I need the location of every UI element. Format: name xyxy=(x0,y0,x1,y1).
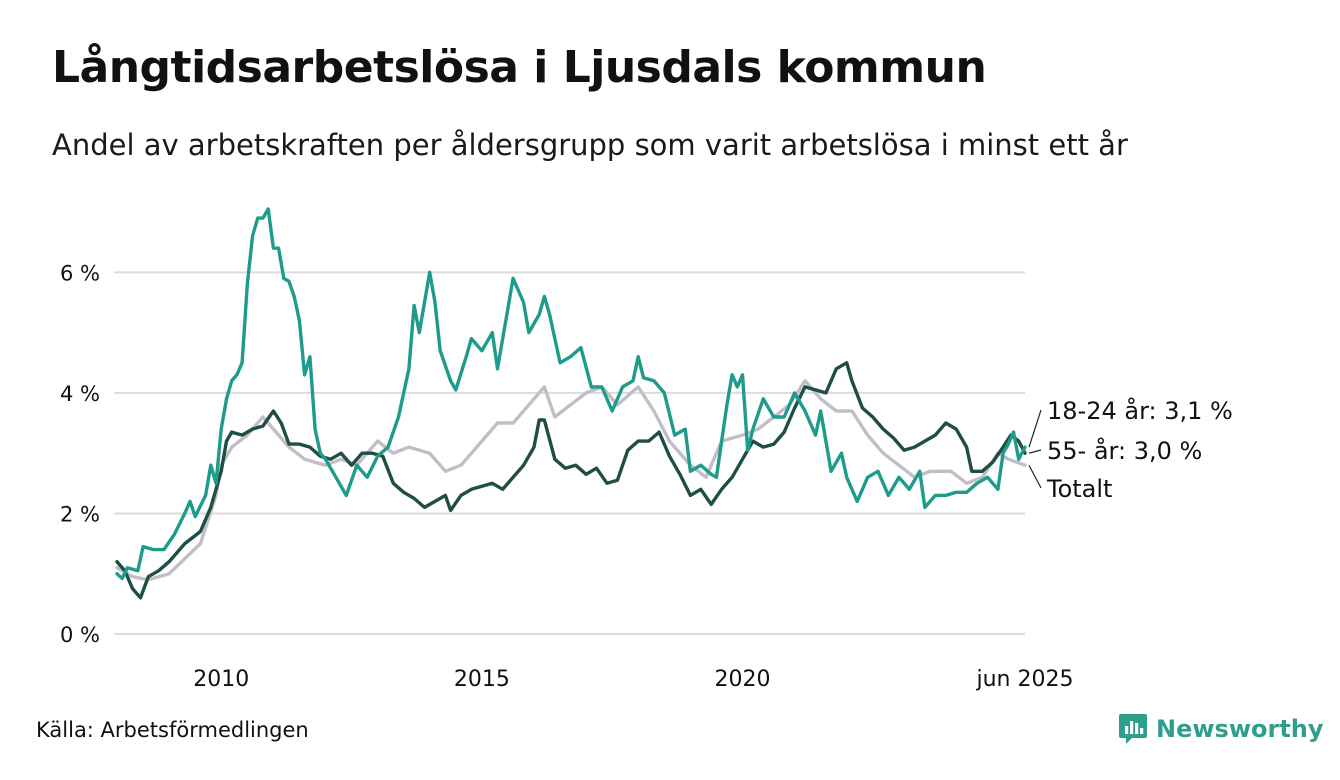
brand-name: Newsworthy xyxy=(1156,715,1324,743)
series-line-youth xyxy=(115,207,1027,581)
x-tick-label: 2010 xyxy=(193,667,249,692)
x-tick-label: jun 2025 xyxy=(976,667,1074,692)
x-tick-label: 2020 xyxy=(714,667,770,692)
newsworthy-logo: Newsworthy xyxy=(1118,712,1324,746)
y-tick-label: 4 % xyxy=(60,382,100,406)
source-note: Källa: Arbetsförmedlingen xyxy=(36,718,309,742)
leader-line-youth xyxy=(1028,409,1042,448)
chart-title: Långtidsarbetslösa i Ljusdals kommun xyxy=(52,42,987,93)
leader-line-total xyxy=(1028,464,1042,489)
x-tick-label: 2015 xyxy=(454,667,510,692)
y-tick-label: 0 % xyxy=(60,623,100,647)
y-tick-label: 2 % xyxy=(60,502,100,526)
line-chart: 0 % 2 % 4 % 6 % 2010 2015 2020 jun 2025 Totalt 55… xyxy=(60,207,1233,692)
chart-subtitle: Andel av arbetskraften per åldersgrupp s… xyxy=(52,128,1128,162)
newsworthy-logo-icon xyxy=(1119,714,1147,744)
series-line-senior xyxy=(115,361,1027,600)
series-end-label-youth: 18-24 år: 3,1 % xyxy=(1047,396,1233,425)
series-end-label-total: Totalt xyxy=(1046,475,1112,503)
series-end-label-senior: 55- år: 3,0 % xyxy=(1047,436,1202,465)
series-line-total xyxy=(115,379,1027,582)
y-tick-label: 6 % xyxy=(60,261,100,285)
leader-line-senior xyxy=(1028,449,1042,454)
